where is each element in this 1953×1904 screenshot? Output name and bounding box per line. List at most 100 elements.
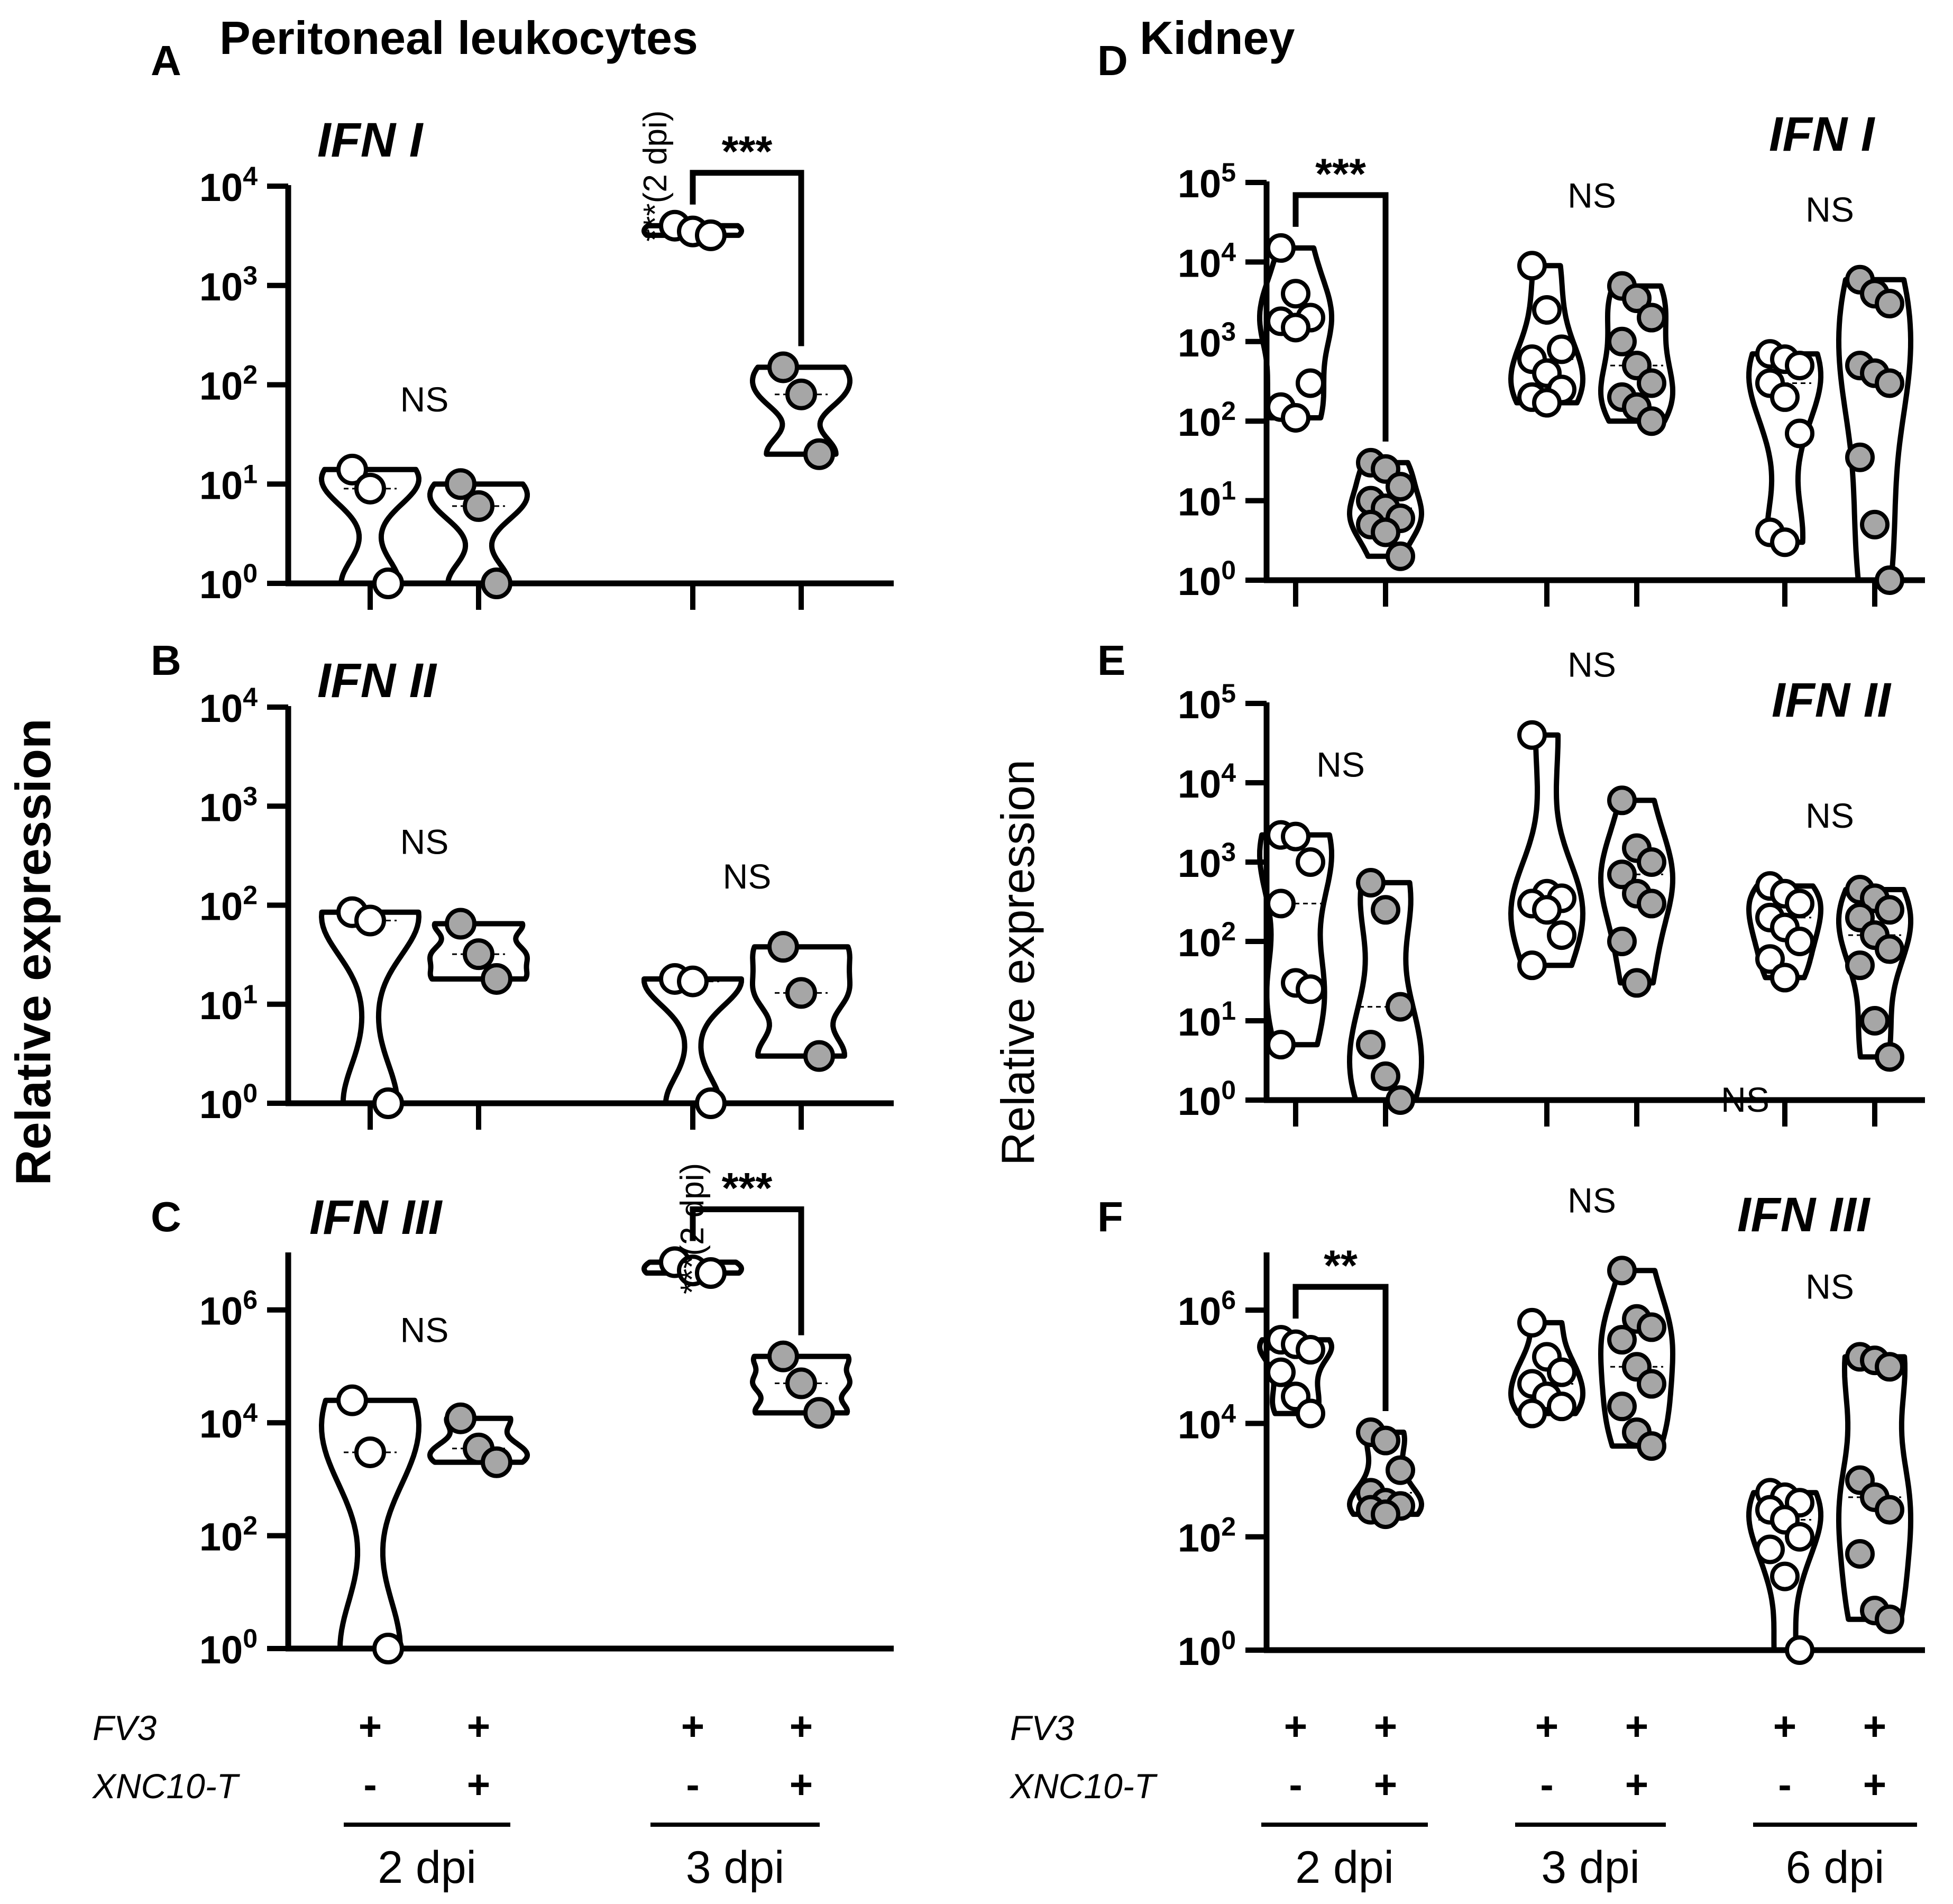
violin-outline xyxy=(1746,1490,1823,1653)
significance-label: ** xyxy=(1324,1242,1358,1290)
right-y-axis-label: Relative expression xyxy=(992,759,1044,1166)
y-tick-exponent: 1 xyxy=(243,980,258,1009)
panel-title: IFN II xyxy=(317,654,437,708)
condition-sign: + xyxy=(467,1762,490,1807)
significance-label: NS xyxy=(400,1311,449,1350)
left-y-axis-label: Relative expression xyxy=(5,719,61,1186)
y-tick-label: 104 xyxy=(199,161,258,209)
y-tick-exponent: 1 xyxy=(1221,476,1236,506)
panel-title: IFN I xyxy=(317,113,424,167)
data-point xyxy=(767,1340,799,1372)
data-point xyxy=(1281,821,1310,852)
data-point xyxy=(372,1633,404,1664)
violin-outline xyxy=(641,1259,744,1276)
y-tick-label: 103 xyxy=(1178,317,1236,365)
y-tick-base: 10 xyxy=(199,785,243,829)
y-tick-base: 10 xyxy=(199,686,243,730)
y-tick-exponent: 2 xyxy=(1221,1512,1236,1542)
data-point xyxy=(695,1257,727,1289)
data-point xyxy=(1281,279,1310,309)
y-tick-label: 100 xyxy=(199,559,258,607)
data-point xyxy=(1785,1522,1814,1552)
data-point xyxy=(1637,1312,1666,1342)
data-point xyxy=(1875,895,1904,925)
data-point xyxy=(1860,1006,1890,1036)
data-point xyxy=(1755,944,1785,974)
y-tick-base: 10 xyxy=(1178,921,1221,965)
violin-outline xyxy=(750,364,852,457)
data-point xyxy=(445,468,476,500)
y-tick-label: 104 xyxy=(1178,1398,1236,1447)
data-point xyxy=(1532,895,1562,925)
y-tick-label: 103 xyxy=(1178,837,1236,885)
condition-sign: + xyxy=(467,1704,490,1749)
data-point xyxy=(1517,950,1547,981)
data-point xyxy=(463,938,494,971)
data-point xyxy=(1875,1604,1904,1634)
data-point xyxy=(1266,233,1296,263)
panel-title: IFN III xyxy=(1737,1188,1871,1242)
violin-outline xyxy=(750,1353,852,1416)
significance-label: NS xyxy=(1567,1180,1616,1220)
violin-outline xyxy=(1836,277,1913,583)
data-point xyxy=(695,219,727,251)
condition-row-label: FV3 xyxy=(1010,1708,1074,1747)
data-point xyxy=(1296,368,1325,398)
data-point xyxy=(1755,1534,1785,1564)
violin-outline xyxy=(427,921,530,982)
data-point xyxy=(1296,974,1325,1004)
y-tick-base: 10 xyxy=(199,1402,243,1446)
data-point xyxy=(1547,1357,1576,1387)
data-point xyxy=(1371,1061,1400,1091)
violin-outline xyxy=(319,1397,421,1651)
y-tick-label: 103 xyxy=(199,781,258,829)
y-tick-base: 10 xyxy=(199,1628,243,1672)
y-tick-base: 10 xyxy=(199,563,243,607)
data-point xyxy=(372,567,404,599)
y-tick-exponent: 0 xyxy=(1221,1625,1236,1655)
y-tick-exponent: 2 xyxy=(243,360,258,390)
data-point xyxy=(1386,472,1415,502)
violin-outline xyxy=(1347,880,1424,1103)
y-tick-label: 102 xyxy=(199,881,258,929)
data-point xyxy=(1517,720,1547,750)
violin-outline xyxy=(427,1415,530,1465)
data-point xyxy=(1875,289,1904,319)
violin-outline xyxy=(1598,1268,1675,1449)
significance-label: NS xyxy=(1805,796,1854,835)
y-tick-exponent: 4 xyxy=(243,1398,258,1427)
y-tick-exponent: 4 xyxy=(1221,758,1236,788)
left-column-title: Peritoneal leukocytes xyxy=(219,12,698,64)
y-tick-base: 10 xyxy=(199,166,243,209)
y-tick-base: 10 xyxy=(1178,321,1221,365)
y-tick-base: 10 xyxy=(1178,1630,1221,1673)
data-point xyxy=(1296,1335,1325,1365)
data-point xyxy=(1266,1357,1296,1387)
data-point xyxy=(785,378,817,410)
violin-outline xyxy=(1598,798,1675,986)
y-tick-base: 10 xyxy=(199,1083,243,1127)
condition-sign: + xyxy=(1863,1704,1886,1749)
condition-row-label: XNC10-T xyxy=(1009,1766,1158,1806)
y-tick-base: 10 xyxy=(1178,400,1221,444)
y-tick-label: 101 xyxy=(1178,476,1236,524)
panel-title: IFN I xyxy=(1769,107,1876,161)
data-point xyxy=(1637,368,1666,398)
y-tick-label: 101 xyxy=(199,459,258,507)
data-point xyxy=(1785,889,1814,919)
data-point xyxy=(1517,1307,1547,1338)
extra-ns-label: NS xyxy=(1721,1080,1769,1119)
panel-title: IFN II xyxy=(1772,673,1892,727)
y-tick-label: 104 xyxy=(1178,237,1236,285)
dpi-label: 6 dpi xyxy=(1786,1842,1885,1893)
data-point xyxy=(1770,527,1800,557)
dpi-label: 2 dpi xyxy=(378,1842,476,1893)
dpi-label: 3 dpi xyxy=(1541,1842,1640,1893)
condition-sign: - xyxy=(1778,1762,1791,1807)
y-tick-base: 10 xyxy=(1178,560,1221,603)
condition-sign: + xyxy=(1284,1704,1307,1749)
y-tick-base: 10 xyxy=(199,463,243,507)
y-tick-exponent: 1 xyxy=(243,459,258,489)
y-tick-exponent: 3 xyxy=(243,781,258,811)
